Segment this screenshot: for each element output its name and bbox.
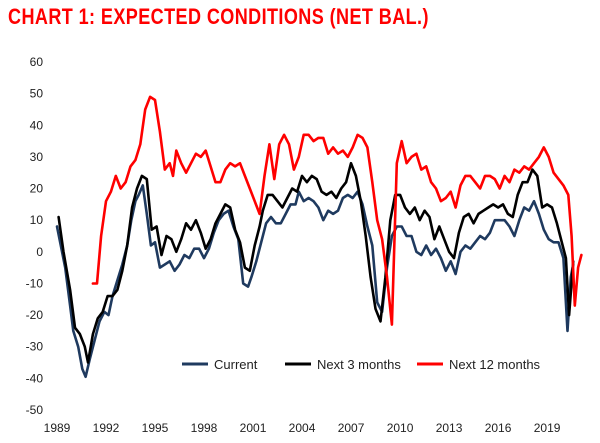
y-tick-label: 50 — [30, 87, 44, 101]
x-tick-label: 2016 — [485, 421, 512, 435]
y-tick-label: -40 — [26, 371, 44, 385]
x-tick-label: 2004 — [289, 421, 316, 435]
series-line-next-12-months — [91, 95, 583, 326]
x-tick-label: 1989 — [44, 421, 71, 435]
y-tick-label: -20 — [26, 308, 44, 322]
x-tick-label: 2007 — [338, 421, 365, 435]
plot-area — [55, 95, 583, 379]
x-tick-label: 1998 — [191, 421, 218, 435]
x-tick-label: 1995 — [142, 421, 169, 435]
y-tick-label: 30 — [30, 150, 44, 164]
x-tick-label: 2001 — [240, 421, 267, 435]
series-line-current — [55, 184, 575, 379]
legend-label: Current — [214, 357, 258, 372]
legend-item-current: Current — [182, 357, 258, 372]
y-tick-label: 20 — [30, 182, 44, 196]
x-tick-label: 2013 — [436, 421, 463, 435]
legend-label: Next 12 months — [449, 357, 541, 372]
x-tick-label: 2010 — [387, 421, 414, 435]
x-tick-label: 1992 — [93, 421, 120, 435]
y-axis: -50 -40 -30 -20 -10 0 10 20 30 40 50 60 — [26, 55, 44, 417]
chart-title: CHART 1: EXPECTED CONDITIONS (NET BAL.) — [8, 4, 429, 29]
legend: Current Next 3 months Next 12 months — [182, 357, 541, 372]
y-tick-label: -50 — [26, 403, 44, 417]
x-axis: 1989 1992 1995 1998 2001 2004 2007 2010 2013 2016… — [44, 421, 561, 435]
y-tick-label: 40 — [30, 118, 44, 132]
legend-item-next-12-months: Next 12 months — [417, 357, 541, 372]
y-tick-label: -10 — [26, 276, 44, 290]
y-tick-label: 0 — [36, 245, 43, 259]
y-tick-label: 60 — [30, 55, 44, 69]
y-tick-label: -30 — [26, 340, 44, 354]
y-tick-label: 10 — [30, 213, 44, 227]
legend-item-next-3-months: Next 3 months — [285, 357, 401, 372]
legend-label: Next 3 months — [317, 357, 401, 372]
series-line-next-3-months — [57, 161, 575, 364]
x-tick-label: 2019 — [534, 421, 561, 435]
